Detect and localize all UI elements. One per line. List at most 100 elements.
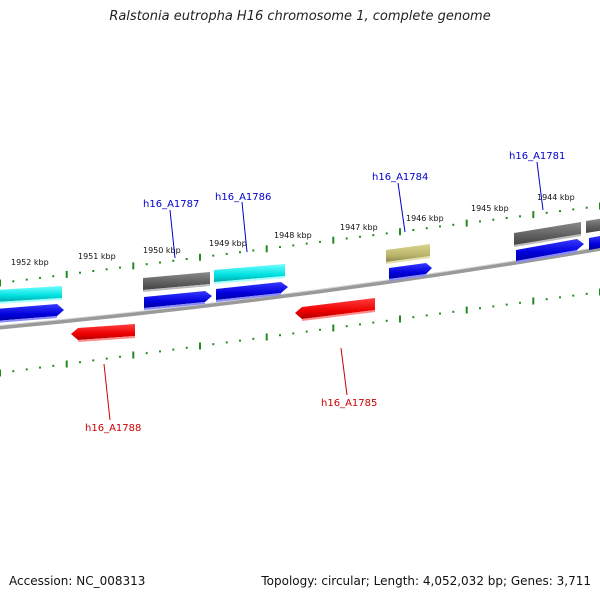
scale-tick-minor xyxy=(39,366,41,369)
gene-label-h16-a1781[interactable]: h16_A1781 xyxy=(509,151,565,162)
scale-ticks-upper xyxy=(0,202,600,287)
scale-tick-minor xyxy=(159,261,161,264)
scale-tick-minor xyxy=(185,346,188,349)
scale-tick-minor xyxy=(452,310,455,313)
cds-arrow-forward[interactable] xyxy=(144,291,212,310)
scale-tick-minor xyxy=(159,350,161,353)
scale-tick-minor xyxy=(252,249,255,252)
scale-tick-minor xyxy=(439,312,441,315)
scale-label-1944: 1944 kbp xyxy=(537,193,575,202)
scale-tick-minor xyxy=(172,348,175,351)
scale-tick-minor xyxy=(559,210,561,213)
scale-tick-minor xyxy=(92,359,95,362)
scale-tick-minor xyxy=(185,258,188,260)
scale-tick-minor xyxy=(372,234,375,237)
scale-tick-major xyxy=(532,297,535,305)
scale-tick-major xyxy=(332,324,335,332)
gene-label-h16-a1786[interactable]: h16_A1786 xyxy=(215,192,271,203)
label-leader-line xyxy=(536,161,544,211)
scale-tick-minor xyxy=(425,314,428,317)
page-title: Ralstonia eutropha H16 chromosome 1, com… xyxy=(109,9,491,24)
scale-tick-minor xyxy=(492,305,495,308)
scale-tick-major xyxy=(0,279,1,287)
scale-label-1949: 1949 kbp xyxy=(209,239,247,248)
scale-tick-minor xyxy=(372,321,375,324)
gene-feature-gray[interactable] xyxy=(143,272,210,292)
scale-tick-minor xyxy=(52,275,55,278)
scale-tick-minor xyxy=(319,240,321,243)
scale-tick-minor xyxy=(519,301,521,304)
scale-tick-major xyxy=(332,236,335,244)
scale-tick-minor xyxy=(305,330,308,333)
scale-tick-minor xyxy=(145,263,148,266)
scale-label-1946: 1946 kbp xyxy=(406,214,444,223)
scale-tick-minor xyxy=(119,355,121,358)
scale-tick-minor xyxy=(345,325,348,328)
cds-arrow-forward[interactable] xyxy=(0,304,64,323)
scale-tick-minor xyxy=(239,251,241,254)
scale-tick-minor xyxy=(585,206,588,209)
label-leader-line xyxy=(397,182,406,233)
scale-tick-major xyxy=(265,245,268,253)
scale-tick-minor xyxy=(52,364,55,367)
scale-tick-major xyxy=(265,333,268,341)
scale-tick-major xyxy=(199,342,201,350)
gene-feature-cyan[interactable] xyxy=(214,264,285,284)
scale-tick-minor xyxy=(212,343,215,346)
scale-tick-major xyxy=(132,351,135,359)
scale-label-1951: 1951 kbp xyxy=(78,252,116,261)
scale-tick-minor xyxy=(572,294,575,297)
scale-tick-minor xyxy=(92,270,95,272)
gene-feature-gray[interactable] xyxy=(586,218,600,233)
scale-tick-minor xyxy=(239,339,241,342)
scale-tick-minor xyxy=(519,215,521,218)
scale-label-1950: 1950 kbp xyxy=(143,246,181,255)
gene-label-h16-a1784[interactable]: h16_A1784 xyxy=(372,172,428,183)
scale-tick-minor xyxy=(305,242,308,245)
scale-tick-minor xyxy=(292,332,295,335)
gene-feature-gray[interactable] xyxy=(514,222,581,247)
scale-tick-minor xyxy=(12,280,15,283)
gene-label-h16-a1788[interactable]: h16_A1788 xyxy=(85,423,141,434)
scale-tick-minor xyxy=(425,227,428,230)
scale-tick-major xyxy=(465,219,468,227)
scale-tick-minor xyxy=(452,223,455,226)
gene-feature-khaki[interactable] xyxy=(386,244,430,264)
scale-tick-minor xyxy=(225,252,228,255)
gene-label-h16-a1787[interactable]: h16_A1787 xyxy=(143,199,199,210)
scale-tick-minor xyxy=(225,341,228,344)
scale-tick-minor xyxy=(505,303,508,306)
scale-tick-major xyxy=(399,315,401,323)
scale-tick-minor xyxy=(545,211,548,214)
scale-tick-minor xyxy=(385,319,388,322)
cds-arrow-forward[interactable] xyxy=(216,282,288,302)
cds-arrow-forward[interactable] xyxy=(589,235,600,250)
scale-tick-minor xyxy=(412,229,415,231)
label-leader-line xyxy=(340,347,348,396)
gene-feature-cyan[interactable] xyxy=(0,286,62,304)
gene-label-h16-a1785[interactable]: h16_A1785 xyxy=(321,398,377,409)
scale-tick-major xyxy=(465,306,468,314)
scale-tick-minor xyxy=(385,232,388,235)
scale-tick-minor xyxy=(25,278,28,281)
scale-tick-minor xyxy=(345,237,348,240)
scale-tick-major xyxy=(199,253,201,261)
scale-tick-minor xyxy=(359,235,361,238)
scale-tick-minor xyxy=(559,296,561,299)
scale-tick-minor xyxy=(212,254,215,257)
scale-label-1945: 1945 kbp xyxy=(471,204,509,213)
scale-tick-minor xyxy=(585,292,588,295)
scale-tick-minor xyxy=(105,357,108,360)
cds-arrow-reverse[interactable] xyxy=(71,324,135,342)
scale-tick-minor xyxy=(319,328,321,331)
scale-tick-major xyxy=(399,228,401,236)
scale-tick-minor xyxy=(359,323,361,326)
scale-tick-minor xyxy=(412,316,415,319)
scale-tick-minor xyxy=(479,307,481,310)
scale-tick-minor xyxy=(479,220,481,223)
cds-arrow-forward[interactable] xyxy=(389,263,432,281)
scale-tick-minor xyxy=(279,246,281,249)
scale-tick-minor xyxy=(292,244,295,247)
cds-arrow-reverse[interactable] xyxy=(295,298,375,321)
cds-arrow-forward[interactable] xyxy=(516,239,584,263)
